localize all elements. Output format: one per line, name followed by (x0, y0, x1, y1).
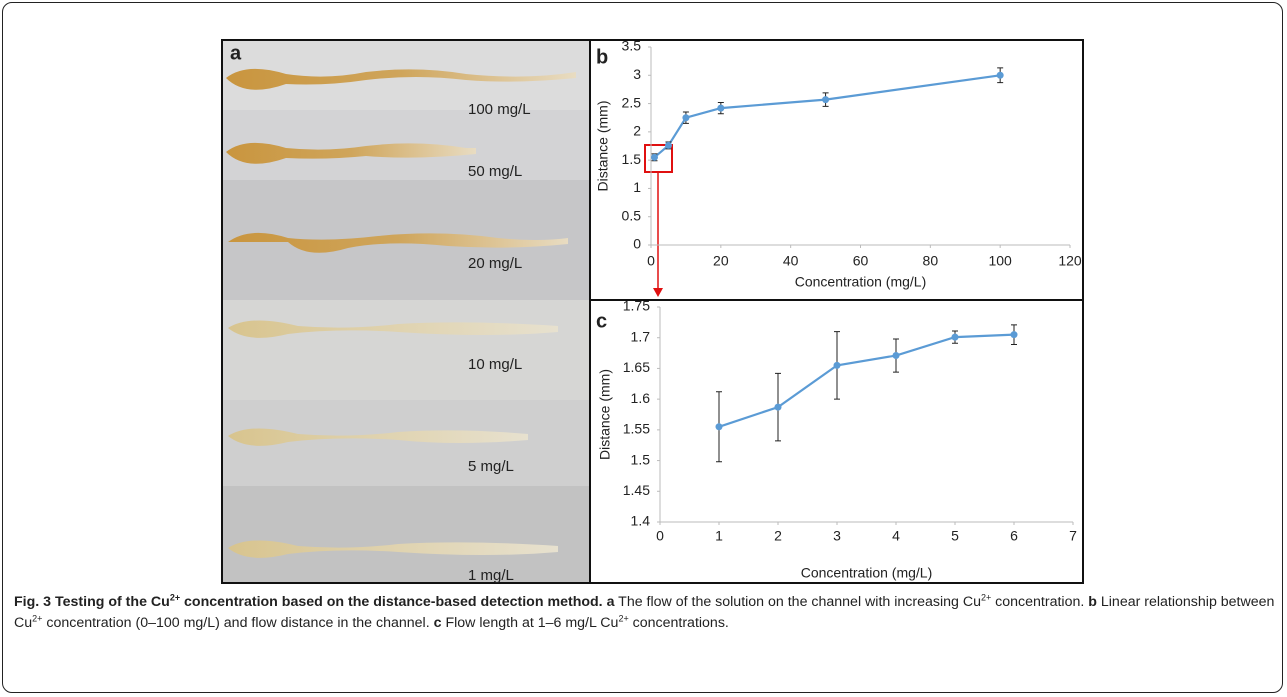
figure: a 100 mg/L 50 mg/L 20 mg/L 10 mg/L 5 mg/L 1 m… (221, 38, 1084, 584)
data-point (822, 96, 830, 104)
y-tick-label: 1.7 (631, 328, 651, 344)
caption-text: concentrations. (628, 615, 729, 631)
strip-label: 100 mg/L (468, 101, 531, 118)
y-axis-title: Distance (mm) (595, 100, 611, 191)
panel-border (221, 39, 1084, 584)
superscript: 2+ (618, 613, 629, 624)
strip-label: 10 mg/L (468, 356, 522, 373)
panel-label: b (596, 46, 608, 68)
y-tick-label: 1.45 (623, 482, 650, 498)
data-point (717, 104, 725, 112)
data-point (682, 114, 690, 122)
strip-label: 50 mg/L (468, 163, 522, 180)
y-tick-label: 2.5 (622, 94, 642, 110)
x-axis-title: Concentration (mg/L) (801, 565, 933, 581)
panel-label: a (230, 42, 242, 64)
part-label: c (433, 615, 442, 631)
superscript: 2+ (980, 592, 992, 603)
part-label: a (606, 594, 615, 610)
caption-title: concentration based on the distance-base… (180, 594, 603, 610)
x-tick-label: 80 (923, 253, 939, 269)
data-point (664, 141, 672, 149)
caption: Fig. 3 Testing of the Cu2+ concentration… (14, 592, 1276, 634)
x-tick-label: 0 (647, 253, 655, 269)
y-tick-label: 3.5 (622, 38, 642, 54)
x-tick-label: 60 (853, 253, 869, 269)
x-tick-label: 7 (1069, 528, 1077, 544)
data-point (996, 71, 1004, 79)
y-tick-label: 1.75 (623, 298, 650, 314)
data-point (774, 403, 782, 411)
y-tick-label: 1.6 (631, 390, 651, 406)
x-tick-label: 4 (892, 528, 900, 544)
data-point (715, 423, 723, 431)
x-tick-label: 20 (713, 253, 729, 269)
y-tick-label: 1.4 (631, 513, 651, 529)
x-tick-label: 100 (988, 253, 1012, 269)
x-tick-label: 2 (774, 528, 782, 544)
caption-title: Testing of the Cu (55, 594, 170, 610)
x-tick-label: 40 (783, 253, 799, 269)
y-tick-label: 1.5 (622, 151, 642, 167)
zoom-arrow-head (653, 288, 663, 297)
y-tick-label: 1 (633, 179, 641, 195)
strip-label: 1 mg/L (468, 567, 514, 584)
y-axis-title: Distance (mm) (597, 369, 613, 460)
caption-text: The flow of the solution on the channel … (618, 594, 981, 610)
x-tick-label: 3 (833, 528, 841, 544)
photo (222, 40, 590, 583)
data-point (951, 333, 959, 341)
caption-text: Flow length at 1–6 mg/L Cu (445, 615, 619, 631)
strip-label: 5 mg/L (468, 458, 514, 475)
figure-number: Fig. 3 (14, 594, 52, 610)
strip-label: 20 mg/L (468, 255, 522, 272)
y-tick-label: 3 (633, 66, 641, 82)
x-tick-label: 120 (1058, 253, 1082, 269)
y-tick-label: 1.5 (631, 451, 651, 467)
x-tick-label: 0 (656, 528, 664, 544)
superscript: 2+ (32, 613, 43, 624)
superscript: 2+ (169, 592, 181, 603)
y-tick-label: 1.55 (623, 421, 650, 437)
series-line (718, 333, 1015, 428)
y-tick-label: 0 (633, 236, 641, 252)
y-tick-label: 0.5 (622, 207, 642, 223)
caption-text: concentration. (991, 594, 1085, 610)
panel-label: c (596, 310, 607, 332)
y-tick-label: 1.65 (623, 359, 650, 375)
series-line (653, 74, 1001, 159)
x-tick-label: 6 (1010, 528, 1018, 544)
x-axis-title: Concentration (mg/L) (795, 274, 927, 290)
part-label: b (1088, 594, 1097, 610)
x-tick-label: 5 (951, 528, 959, 544)
y-tick-label: 2 (633, 123, 641, 139)
data-point (650, 153, 658, 161)
data-point (892, 352, 900, 360)
x-tick-label: 1 (715, 528, 723, 544)
data-point (1010, 331, 1018, 339)
caption-text: Linear relationship between Cu (14, 594, 1275, 631)
caption-text: concentration (0–100 mg/L) and flow dist… (42, 615, 430, 631)
data-point (833, 361, 841, 369)
